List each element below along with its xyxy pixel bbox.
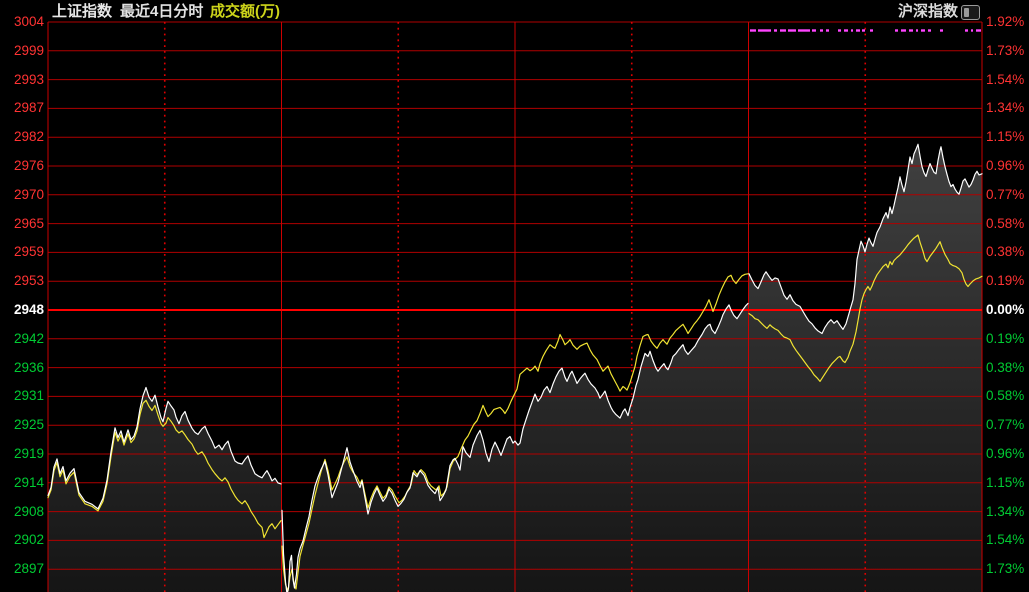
white-line [514,302,749,446]
white-line [748,143,983,335]
price-axis-label: 2959 [13,244,44,260]
index-name-label[interactable]: 上证指数 [52,3,113,20]
index-switch-button[interactable]: 沪深指数 [897,3,958,20]
percent-axis-label: 0.00% [986,302,1025,317]
yellow-line [281,392,516,592]
price-axis-label: 2948 [13,302,44,317]
percent-axis-label: 1.92% [986,14,1025,29]
price-axis-label: 2919 [13,446,44,461]
price-axis-label: 2999 [13,42,44,58]
panel-toggle-icon[interactable] [961,5,980,20]
percent-axis-label: 1.54% [986,532,1025,548]
yellow-line [514,273,749,394]
price-axis-label: 2982 [13,129,44,145]
price-axis-label: 2908 [13,503,44,519]
price-axis-label: 2970 [13,186,44,202]
period-label: 最近4日分时 [120,3,204,20]
price-axis-label: 3004 [13,14,44,29]
percent-axis-label: 0.58% [986,388,1025,404]
percent-axis-label: 0.19% [986,273,1025,289]
white-line [47,386,282,510]
percent-axis-label: 1.34% [986,503,1025,519]
percent-axis-label: 1.34% [986,100,1025,116]
price-axis-label: 2953 [13,273,44,289]
chart-header: 上证指数 最近4日分时 成交额(万) 沪深指数 [0,2,1029,22]
price-axis-label: 2965 [13,215,44,231]
percent-axis-label: 0.38% [986,244,1025,260]
price-axis-label: 2902 [13,532,44,548]
percent-axis-label: 1.15% [986,474,1025,490]
price-axis-label: 2897 [13,561,44,577]
price-axis-label: 2936 [13,359,44,375]
price-axis-label: 2914 [13,474,44,490]
percent-axis-label: 1.73% [986,42,1025,58]
percent-axis-label: 0.96% [986,446,1025,461]
white-line [281,429,516,592]
price-axis-label: 2987 [13,100,44,116]
price-axis-label: 2976 [13,158,44,173]
yellow-line [748,234,983,382]
volume-indicator-label[interactable]: 成交额(万) [210,3,280,20]
percent-axis-label: 0.38% [986,359,1025,375]
price-axis-label: 2925 [13,417,44,433]
percent-axis-label: 0.77% [986,186,1025,202]
percent-axis-label: 0.77% [986,417,1025,433]
percent-axis-label: 1.54% [986,71,1025,87]
percent-axis-label: 0.96% [986,158,1025,173]
yellow-line [47,399,282,539]
percent-axis-label: 1.73% [986,561,1025,577]
price-axis-label: 2942 [13,330,44,346]
percent-axis-label: 0.19% [986,330,1025,346]
price-axis-label: 2993 [13,71,44,87]
price-axis-label: 2931 [13,388,44,404]
percent-axis-label: 0.58% [986,215,1025,231]
percent-axis-label: 1.15% [986,129,1025,145]
